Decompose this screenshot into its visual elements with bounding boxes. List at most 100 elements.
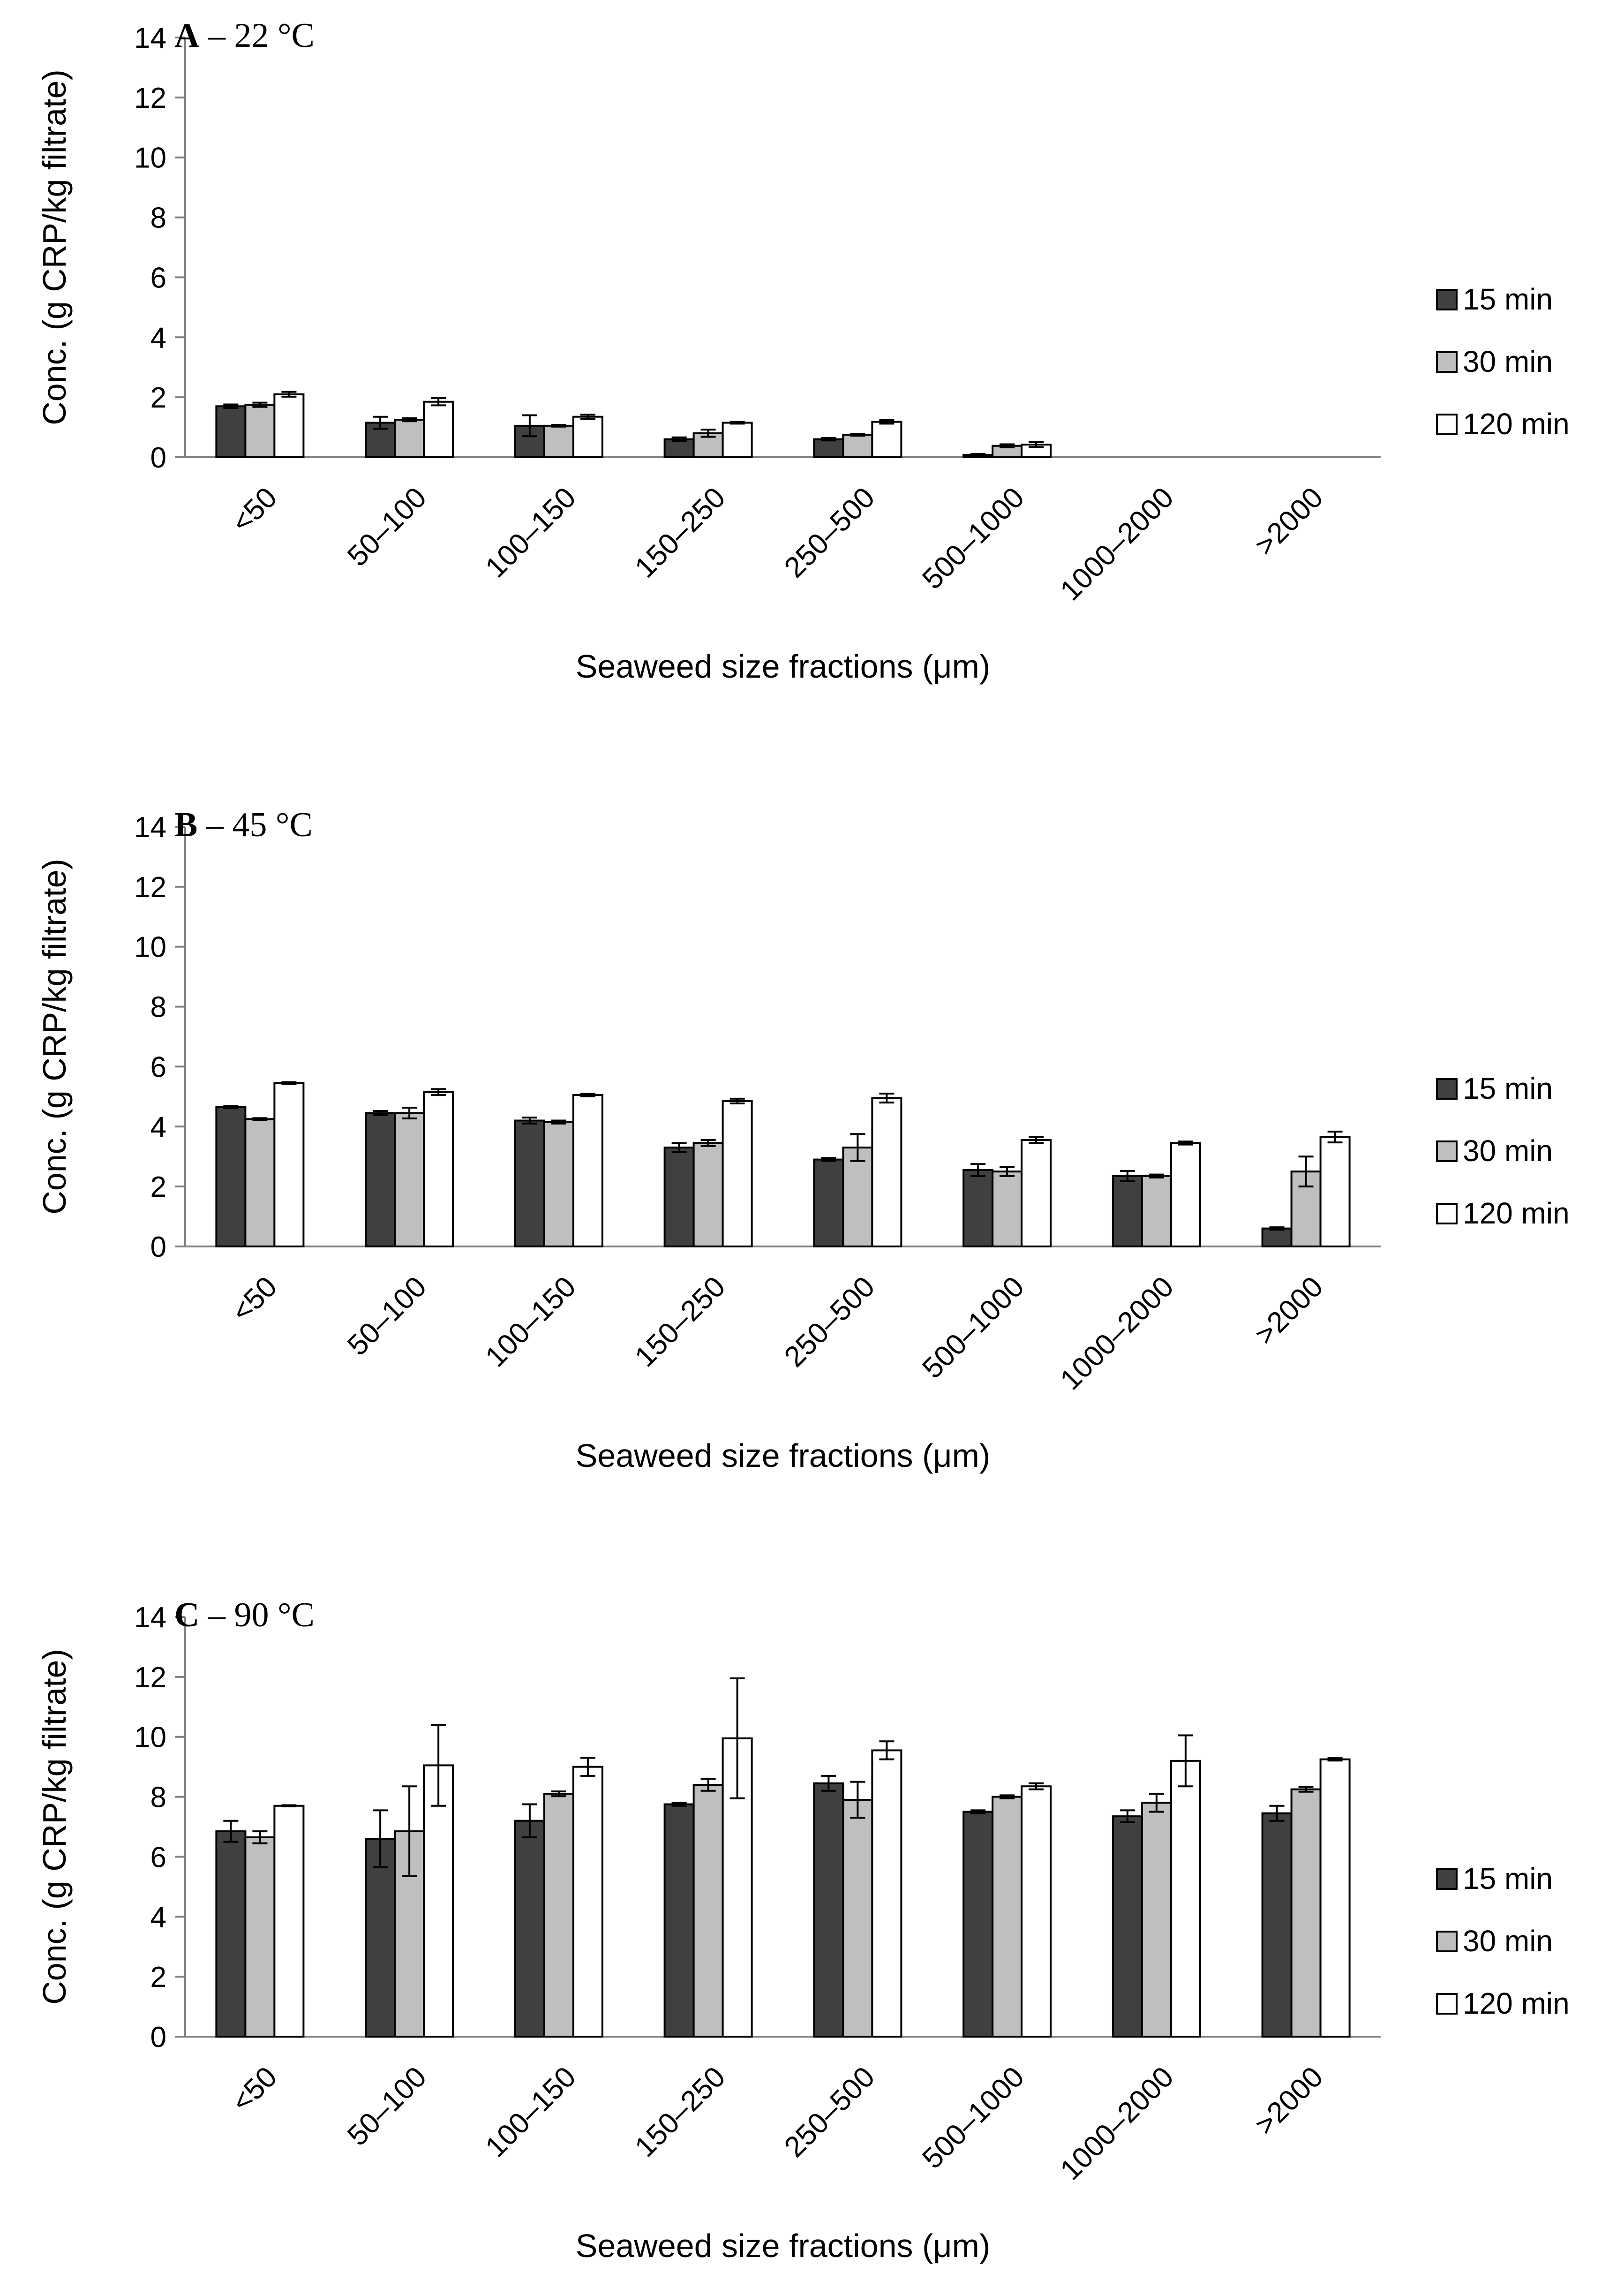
bar — [423, 1091, 454, 1247]
bar — [1112, 1815, 1143, 2038]
bar — [273, 1082, 305, 1248]
panel-title-text: – 90 °C — [199, 1596, 314, 1634]
y-tick-label: 2 — [150, 1961, 166, 1994]
bar — [962, 1811, 994, 2038]
legend-swatch — [1436, 1078, 1458, 1100]
bar — [1141, 1802, 1172, 2038]
bar — [722, 1100, 753, 1248]
bar — [992, 1170, 1023, 1247]
bar — [572, 415, 603, 458]
x-tick-label: <50 — [226, 481, 283, 539]
y-tick-label: 0 — [150, 1231, 166, 1263]
bar — [365, 1838, 396, 2038]
legend-swatch — [1436, 414, 1458, 435]
bar — [572, 1766, 603, 2038]
bar — [722, 422, 753, 458]
bar — [1319, 1758, 1351, 2038]
panel-title: A – 22 °C — [174, 16, 315, 55]
x-tick-label: 1000–2000 — [1054, 1270, 1180, 1396]
y-tick-label: 8 — [150, 202, 166, 234]
bar — [871, 1749, 902, 2038]
bar — [871, 1097, 902, 1247]
bar — [962, 1169, 994, 1248]
bar — [273, 393, 305, 458]
bar — [1170, 1759, 1201, 2038]
bar — [1021, 1139, 1052, 1247]
x-tick-label: >2000 — [1249, 1270, 1330, 1351]
x-tick-label: <50 — [226, 1270, 283, 1328]
legend-swatch — [1436, 1203, 1458, 1224]
y-tick-label: 4 — [150, 322, 166, 354]
x-axis-label: Seaweed size fractions (μm) — [576, 1437, 991, 1474]
bar — [244, 404, 276, 458]
bar — [1261, 1812, 1293, 2038]
bar — [244, 1118, 276, 1247]
bar — [394, 1112, 425, 1247]
x-tick-label: 150–250 — [629, 2061, 731, 2163]
y-axis-label: Conc. (g CRP/kg filtrate) — [36, 69, 73, 425]
legend-label: 15 min — [1463, 282, 1553, 316]
bar — [692, 1142, 724, 1248]
legend-label: 120 min — [1463, 407, 1570, 441]
bar — [663, 438, 695, 459]
x-tick-label: 50–100 — [341, 2061, 433, 2152]
x-tick-label: 50–100 — [341, 1270, 433, 1362]
x-tick-label: 250–500 — [778, 1270, 881, 1373]
bar — [1021, 1785, 1052, 2038]
legend-label: 30 min — [1463, 1134, 1553, 1168]
y-tick-label: 12 — [134, 871, 166, 904]
y-tick-label: 8 — [150, 1782, 166, 1814]
x-tick-label: 100–150 — [479, 1270, 582, 1373]
panel-title-letter: B — [174, 806, 197, 844]
y-tick-label: 4 — [150, 1901, 166, 1933]
legend-swatch — [1436, 1993, 1458, 2015]
bar — [423, 400, 454, 458]
bar — [663, 1147, 695, 1247]
y-tick-label: 14 — [134, 22, 166, 54]
x-tick-label: 250–500 — [778, 481, 881, 584]
bar — [423, 1764, 454, 2038]
x-tick-label: 150–250 — [629, 1270, 731, 1373]
bar — [663, 1803, 695, 2038]
bar — [842, 1798, 873, 2038]
chart-panel-a: 0 2 4 6 8 10 12 14 Conc. (g CRP/kg filtrate) A – … — [36, 16, 1570, 685]
x-tick-label: 100–150 — [479, 2061, 582, 2163]
bar — [1112, 1175, 1143, 1247]
bar — [813, 1782, 844, 2038]
y-tick-label: 10 — [134, 142, 166, 174]
bar — [365, 1112, 396, 1247]
x-tick-label: 500–1000 — [916, 2061, 1030, 2175]
panel-title: C – 90 °C — [174, 1596, 315, 1634]
x-tick-label: 250–500 — [778, 2061, 881, 2163]
bar — [1141, 1175, 1172, 1247]
bar — [871, 421, 902, 458]
y-tick-label: 6 — [150, 262, 166, 294]
bar — [394, 419, 425, 459]
legend-swatch — [1436, 1868, 1458, 1890]
legend-swatch — [1436, 289, 1458, 310]
x-tick-label: 500–1000 — [916, 1270, 1030, 1385]
y-tick-label: 6 — [150, 1051, 166, 1083]
bar — [842, 1147, 873, 1247]
bar — [1290, 1788, 1322, 2038]
bar — [572, 1094, 603, 1247]
x-tick-label: 1000–2000 — [1054, 481, 1180, 607]
bar — [394, 1830, 425, 2038]
x-tick-label: >2000 — [1249, 2061, 1330, 2141]
y-tick-label: 6 — [150, 1841, 166, 1873]
y-tick-label: 0 — [150, 442, 166, 474]
legend-swatch — [1436, 1931, 1458, 1952]
y-tick-label: 12 — [134, 82, 166, 114]
bar — [543, 1121, 574, 1248]
y-tick-label: 10 — [134, 1722, 166, 1754]
x-axis-label: Seaweed size fractions (μm) — [576, 648, 991, 685]
bar — [813, 1158, 844, 1248]
bar — [514, 1119, 545, 1247]
bar — [1170, 1142, 1201, 1248]
bar — [215, 1830, 247, 2038]
bar — [992, 1796, 1023, 2038]
y-axis-label: Conc. (g CRP/kg filtrate) — [36, 1649, 73, 2005]
y-tick-label: 2 — [150, 382, 166, 414]
bar — [692, 1784, 724, 2038]
